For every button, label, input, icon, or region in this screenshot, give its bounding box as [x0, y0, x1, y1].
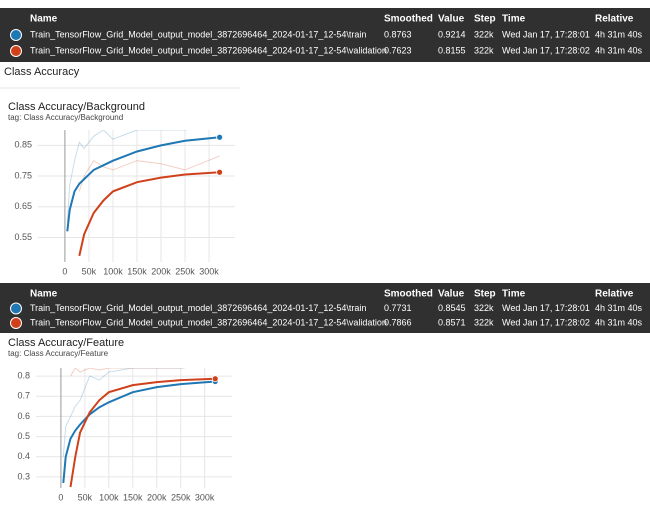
tooltip-cell: 4h 31m 40s	[595, 317, 643, 327]
y-tick-label: 0.4	[17, 451, 30, 461]
tooltip-cell: 4h 31m 40s	[595, 45, 643, 55]
x-tick-label: 250k	[171, 492, 191, 502]
tooltip-cell: Wed Jan 17, 17:28:01	[502, 29, 590, 39]
tooltip-cell: Wed Jan 17, 17:28:02	[502, 45, 590, 55]
series-swatch	[10, 29, 22, 41]
y-tick-label: 0.65	[14, 201, 32, 211]
x-tick-label: 100k	[103, 266, 123, 276]
x-tick-label: 300k	[195, 492, 215, 502]
tooltip-header: Value	[438, 14, 465, 25]
x-tick-label: 250k	[175, 266, 195, 276]
x-tick-label: 0	[58, 492, 63, 502]
tooltip-header: Value	[438, 289, 465, 300]
tooltip-cell: 322k	[474, 29, 494, 39]
tooltip-name: Train_TensorFlow_Grid_Model_output_model…	[30, 45, 387, 55]
tooltip-header: Time	[502, 289, 526, 300]
chart-title: Class Accuracy/Feature	[8, 337, 124, 349]
end-point	[216, 133, 224, 141]
y-tick-label: 0.75	[14, 170, 32, 180]
chart-title: Class Accuracy/Background	[8, 101, 145, 113]
tooltip-cell: 0.7731	[384, 303, 412, 313]
x-tick-label: 150k	[127, 266, 147, 276]
tooltip-name: Train_TensorFlow_Grid_Model_output_model…	[30, 317, 387, 327]
tooltip-cell: 0.7866	[384, 317, 412, 327]
y-tick-label: 0.55	[14, 232, 32, 242]
tooltip-header: Relative	[595, 14, 634, 25]
tooltip-cell: 4h 31m 40s	[595, 303, 643, 313]
y-tick-label: 0.85	[14, 140, 32, 150]
series-swatch	[10, 302, 22, 315]
x-tick-label: 200k	[147, 492, 167, 502]
tooltip-header: Name	[30, 14, 58, 25]
tooltip-cell: 0.9214	[438, 29, 466, 39]
raw-line	[70, 368, 186, 377]
tooltip-cell: Wed Jan 17, 17:28:01	[502, 303, 590, 313]
x-tick-label: 300k	[199, 266, 219, 276]
smoothed-line	[69, 377, 216, 488]
x-tick-label: 50k	[78, 492, 93, 502]
x-tick-label: 200k	[151, 266, 171, 276]
tooltip-cell: 0.8571	[438, 317, 466, 327]
y-tick-label: 0.3	[17, 471, 30, 481]
tooltip-cell: 322k	[474, 45, 494, 55]
y-tick-label: 0.8	[17, 370, 30, 380]
x-tick-label: 100k	[99, 492, 119, 502]
tooltip-header: Smoothed	[384, 14, 433, 25]
series-swatch	[10, 45, 22, 57]
end-point	[216, 168, 224, 176]
tooltip-cell: Wed Jan 17, 17:28:02	[502, 317, 590, 327]
tooltip-header: Relative	[595, 289, 634, 300]
tooltip-cell: 322k	[474, 317, 494, 327]
tooltip-cell: 322k	[474, 303, 494, 313]
tooltip-box	[0, 8, 650, 62]
tooltip-cell: 4h 31m 40s	[595, 29, 643, 39]
tooltip-header: Name	[30, 289, 58, 300]
x-tick-label: 0	[62, 266, 67, 276]
raw-line	[62, 368, 187, 457]
tooltip-cell: 0.8545	[438, 303, 466, 313]
y-tick-label: 0.5	[17, 431, 30, 441]
y-tick-label: 0.7	[17, 391, 30, 401]
raw-line	[66, 130, 188, 223]
tooltip-header: Smoothed	[384, 289, 433, 300]
y-tick-label: 0.6	[17, 411, 30, 421]
tooltip-cell: 0.8763	[384, 29, 412, 39]
tooltip-cell: 0.8155	[438, 45, 466, 55]
tooltip-box	[0, 283, 650, 333]
end-point	[211, 375, 219, 383]
smoothed-line	[66, 136, 220, 232]
smoothed-line	[78, 171, 220, 257]
tooltip-header: Step	[474, 289, 496, 300]
tooltip-name: Train_TensorFlow_Grid_Model_output_model…	[30, 29, 366, 39]
tooltip-header: Step	[474, 14, 496, 25]
tooltip-header: Time	[502, 14, 526, 25]
smoothed-line	[62, 380, 216, 484]
x-tick-label: 150k	[123, 492, 143, 502]
chart-subtitle: tag: Class Accuracy/Background	[8, 113, 123, 122]
tooltip-name: Train_TensorFlow_Grid_Model_output_model…	[30, 303, 366, 313]
raw-line	[78, 155, 220, 192]
section-title: Class Accuracy	[4, 66, 80, 78]
x-tick-label: 50k	[82, 266, 97, 276]
chart-subtitle: tag: Class Accuracy/Feature	[8, 349, 109, 358]
tooltip-cell: 0.7623	[384, 45, 412, 55]
series-swatch	[10, 317, 22, 329]
